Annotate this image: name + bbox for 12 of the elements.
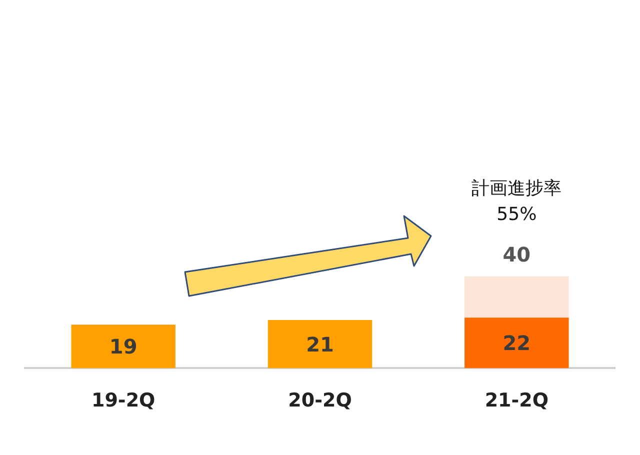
x-tick-label: 21-2Q (484, 390, 549, 412)
text: 計画進捗率 (472, 178, 562, 200)
bar (268, 320, 372, 368)
x-tick-label: 19-2Q (91, 390, 156, 412)
text: 55% (496, 204, 537, 226)
bar (71, 324, 176, 368)
x-tick-label: 20-2Q (288, 390, 352, 412)
data-label: 40 (502, 242, 531, 267)
bar (464, 318, 569, 368)
data-label: 19 (109, 334, 138, 359)
data-label: 22 (502, 331, 531, 356)
data-label: 21 (306, 332, 334, 356)
